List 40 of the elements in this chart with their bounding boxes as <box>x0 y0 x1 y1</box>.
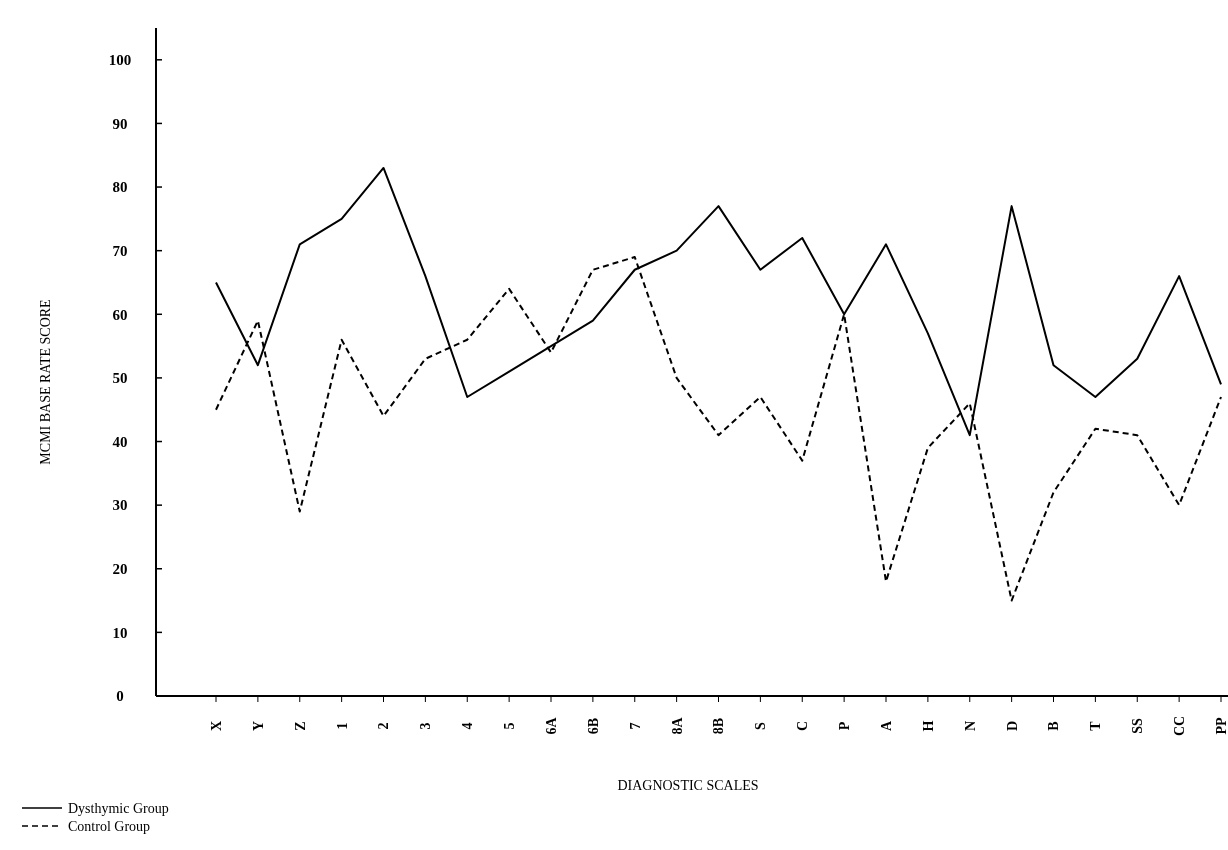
x-tick-label: A <box>878 720 894 732</box>
x-tick-label: 8A <box>669 716 685 735</box>
x-tick-label: B <box>1046 721 1062 731</box>
y-tick-label: 80 <box>112 179 128 196</box>
x-tick-label: 6A <box>543 716 559 735</box>
y-tick-label: 10 <box>112 624 128 641</box>
x-tick-label: 2 <box>376 722 392 730</box>
y-tick-label: 40 <box>112 433 128 450</box>
x-tick-label: 5 <box>502 722 518 730</box>
x-axis-title: DIAGNOSTIC SCALES <box>617 778 759 793</box>
y-tick-label: 50 <box>112 370 128 387</box>
legend-label: Control Group <box>68 818 151 834</box>
x-tick-label: P <box>837 721 853 731</box>
x-tick-label: SS <box>1130 718 1146 734</box>
y-tick-label: 70 <box>112 242 128 259</box>
y-tick-label: 30 <box>112 497 128 514</box>
x-tick-label: S <box>753 721 769 730</box>
y-tick-label: 20 <box>112 561 128 578</box>
x-tick-label: 4 <box>460 722 476 730</box>
x-tick-label: 3 <box>418 722 434 730</box>
x-tick-label: 6B <box>585 717 601 735</box>
x-tick-label: Y <box>250 720 266 732</box>
x-tick-label: CC <box>1172 715 1188 737</box>
x-tick-label: 1 <box>334 722 350 730</box>
x-tick-label: D <box>1004 720 1020 732</box>
x-tick-label: 7 <box>627 722 643 730</box>
x-tick-label: PP <box>1213 717 1228 735</box>
x-tick-label: T <box>1088 720 1104 731</box>
y-tick-label: 0 <box>116 688 124 705</box>
x-tick-label: 8B <box>711 717 727 735</box>
x-tick-label: X <box>208 720 224 732</box>
x-tick-label: N <box>962 720 978 732</box>
legend-label: Dysthymic Group <box>68 800 169 816</box>
y-axis-title: MCMI BASE RATE SCORE <box>38 299 53 465</box>
x-tick-label: H <box>920 720 936 732</box>
y-tick-label: 60 <box>112 306 128 323</box>
x-tick-label: Z <box>292 721 308 731</box>
y-tick-label: 100 <box>108 52 132 69</box>
y-tick-label: 90 <box>112 115 128 132</box>
x-tick-label: C <box>795 720 811 732</box>
